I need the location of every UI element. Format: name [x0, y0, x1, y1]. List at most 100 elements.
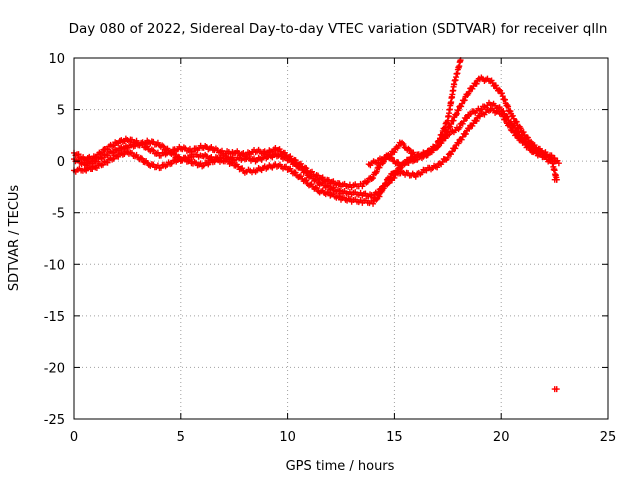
y-tick-label: 10 [48, 52, 65, 67]
data-point [412, 173, 419, 180]
y-tick-label: -10 [44, 258, 65, 273]
series-track-b [71, 74, 558, 201]
data-point [478, 106, 485, 113]
y-tick-label: 0 [57, 155, 65, 170]
series-track-a [71, 57, 464, 191]
data-point [496, 86, 503, 93]
data-point [551, 176, 558, 183]
data-point [498, 90, 505, 97]
chart-title: Day 080 of 2022, Sidereal Day-to-day VTE… [69, 21, 608, 37]
data-point [555, 160, 562, 167]
data-point [492, 82, 499, 89]
data-point [455, 140, 462, 147]
data-point [434, 164, 441, 171]
data-point [448, 121, 455, 128]
data-point [462, 130, 469, 137]
x-tick-label: 15 [386, 430, 403, 445]
data-point [496, 104, 503, 111]
data-point [313, 185, 320, 192]
data-point [99, 154, 106, 161]
data-point [297, 164, 304, 171]
data-point [292, 169, 299, 176]
data-point [387, 174, 394, 181]
data-point [303, 169, 310, 176]
data-point [218, 147, 225, 154]
data-point [461, 97, 468, 104]
data-point [507, 118, 514, 125]
data-point [515, 128, 522, 135]
data-point [373, 196, 380, 203]
y-tick-label: -20 [44, 361, 65, 376]
data-point [406, 146, 413, 153]
data-point [370, 175, 377, 182]
data-point [499, 93, 506, 100]
data-point [473, 80, 480, 87]
data-point [160, 143, 167, 150]
data-point [551, 386, 558, 393]
data-point [150, 147, 157, 154]
data-point [449, 148, 456, 155]
data-point [456, 124, 463, 131]
data-point [442, 135, 449, 142]
data-point [139, 155, 146, 162]
data-point [435, 143, 442, 150]
series-track-d [365, 99, 562, 169]
data-point [391, 149, 398, 156]
data-point [511, 122, 518, 129]
data-point [283, 154, 290, 161]
data-point [509, 112, 516, 119]
data-point [110, 155, 117, 162]
data-point [373, 168, 380, 175]
data-point [313, 176, 320, 183]
data-point [336, 187, 343, 194]
data-point [424, 152, 431, 159]
data-point [399, 139, 406, 146]
data-point [439, 137, 446, 144]
data-point [446, 131, 453, 138]
data-point [283, 163, 290, 170]
data-point [376, 193, 383, 200]
data-point [466, 125, 473, 132]
data-point [388, 154, 395, 161]
data-point [504, 113, 511, 120]
plot-frame [73, 57, 609, 420]
data-point [434, 144, 441, 151]
data-point [303, 177, 310, 184]
data-point [444, 154, 451, 161]
grid-lines [74, 58, 608, 419]
data-point [325, 183, 332, 190]
data-point [520, 129, 527, 136]
data-point [395, 159, 402, 166]
data-point [452, 145, 459, 152]
data-point [382, 180, 389, 187]
data-point [466, 88, 473, 95]
data-point [550, 155, 557, 162]
data-point [376, 164, 383, 171]
data-point [450, 117, 457, 124]
data-point [325, 177, 332, 184]
data-points [71, 57, 562, 393]
data-point [502, 96, 509, 103]
data-point [400, 141, 407, 148]
data-point [379, 187, 386, 194]
x-tick-label: 0 [70, 430, 78, 445]
data-point [359, 183, 366, 190]
data-point [315, 172, 322, 179]
x-tick-label: 25 [600, 430, 617, 445]
y-tick-label: -5 [52, 207, 65, 222]
data-point [240, 150, 247, 157]
data-point [458, 136, 465, 143]
data-point [539, 149, 546, 156]
data-point [186, 157, 193, 164]
data-point [459, 100, 466, 107]
data-point [171, 151, 178, 158]
data-point [526, 140, 533, 147]
data-point [458, 103, 465, 110]
data-point [229, 159, 236, 166]
data-point [292, 160, 299, 167]
data-point [370, 200, 377, 207]
data-point [364, 178, 371, 185]
data-point [505, 103, 512, 110]
y-tick-label: -25 [44, 413, 65, 428]
data-point [325, 189, 332, 196]
